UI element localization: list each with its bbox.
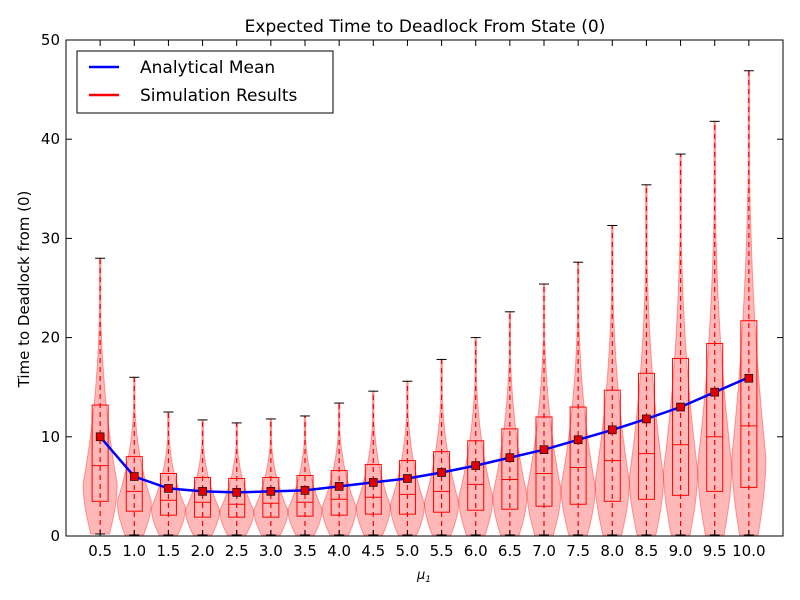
violin-quartile-box xyxy=(330,470,348,516)
y-axis-label: Time to Deadlock from (0) xyxy=(15,191,33,389)
simulation-mean-marker xyxy=(403,474,412,483)
x-tick-label: 5.0 xyxy=(395,542,419,560)
x-axis-label: μ1 xyxy=(416,568,431,585)
x-tick-label: 4.5 xyxy=(361,542,385,560)
simulation-mean-marker xyxy=(368,478,378,487)
y-tick-label: 50 xyxy=(41,31,60,49)
plot-area xyxy=(82,70,767,536)
x-tick-label: 1.5 xyxy=(156,542,180,560)
violin-quartile-box xyxy=(467,440,485,511)
legend: Analytical Mean Simulation Results xyxy=(76,50,334,114)
violin-quartile-box xyxy=(569,406,587,505)
simulation-mean-marker xyxy=(607,425,617,435)
simulation-mean-marker xyxy=(676,402,685,412)
x-tick-label: 3.0 xyxy=(259,542,283,560)
x-axis-label-symbol: μ xyxy=(416,568,425,583)
violin-quartile-box xyxy=(262,476,280,518)
simulation-mean-marker xyxy=(95,432,105,442)
simulation-mean-marker xyxy=(710,387,720,397)
violin-quartile-box xyxy=(637,372,655,500)
violin-quartile-box xyxy=(159,473,177,516)
simulation-mean-marker xyxy=(539,445,549,454)
violin-quartile-box xyxy=(125,456,143,512)
simulation-mean-marker xyxy=(642,414,651,424)
violin-quartile-box xyxy=(398,460,416,515)
simulation-mean-marker xyxy=(300,486,310,495)
x-tick-label: 8.0 xyxy=(600,542,624,560)
simulation-mean-marker xyxy=(471,461,481,470)
violin-quartile-box xyxy=(228,477,246,518)
simulation-mean-marker xyxy=(505,453,515,462)
y-tick-label: 20 xyxy=(41,329,60,347)
simulation-mean-marker xyxy=(573,435,583,445)
x-tick-label: 6.0 xyxy=(464,542,488,560)
violin-quartile-box xyxy=(740,320,758,488)
violin-quartile-box xyxy=(672,357,690,496)
x-tick-label: 4.0 xyxy=(327,542,351,560)
legend-box xyxy=(76,50,334,114)
x-tick-label: 9.5 xyxy=(703,542,727,560)
chart-title: Expected Time to Deadlock From State (0) xyxy=(245,17,606,37)
simulation-mean-marker xyxy=(744,373,754,383)
y-tick-label: 0 xyxy=(50,527,60,545)
violin-quartile-box xyxy=(364,464,382,515)
y-tick-label: 10 xyxy=(41,428,60,446)
simulation-mean-marker xyxy=(232,488,242,497)
violin-quartile-box xyxy=(706,343,724,492)
analytical-mean-line xyxy=(99,376,750,494)
violin-quartile-box xyxy=(501,428,519,510)
simulation-mean-marker xyxy=(437,468,446,477)
violin-body xyxy=(423,358,460,536)
x-tick-label: 5.5 xyxy=(430,542,454,560)
simulation-mean-marker xyxy=(334,482,344,491)
simulation-mean-marker xyxy=(164,484,173,493)
x-tick-label: 3.5 xyxy=(293,542,317,560)
x-tick-label: 6.5 xyxy=(498,542,522,560)
x-tick-label: 10.0 xyxy=(732,542,765,560)
x-tick-label: 7.0 xyxy=(532,542,556,560)
x-tick-label: 0.5 xyxy=(88,542,112,560)
x-axis-label-subscript: 1 xyxy=(425,575,431,585)
x-tick-label: 2.0 xyxy=(191,542,215,560)
legend-label-simulation-results: Simulation Results xyxy=(140,86,297,106)
x-tick-label: 1.0 xyxy=(122,542,146,560)
x-tick-label: 8.5 xyxy=(634,542,658,560)
violin-quartile-box xyxy=(603,389,621,502)
x-tick-label: 2.5 xyxy=(225,542,249,560)
x-axis: 0.5 1.0 1.5 2.0 2.5 3.0 3.5 4.0 4.5 5.0 5.5 6.0 6.5 7… xyxy=(88,40,766,560)
x-tick-label: 7.5 xyxy=(566,542,590,560)
simulation-mean-marker xyxy=(266,487,276,496)
simulation-mean-marker xyxy=(129,472,139,481)
x-tick-label: 9.0 xyxy=(669,542,693,560)
violin-quartile-box xyxy=(296,474,314,517)
y-tick-label: 40 xyxy=(41,130,60,148)
violin-quartile-box xyxy=(433,451,451,513)
violin-quartile-box xyxy=(535,416,553,507)
legend-label-analytical-mean: Analytical Mean xyxy=(140,58,275,78)
y-tick-label: 30 xyxy=(41,229,60,247)
violin-body xyxy=(731,70,767,536)
violin-quartile-box xyxy=(91,404,109,502)
simulation-mean-marker xyxy=(198,487,207,496)
plot-frame xyxy=(65,39,784,537)
violin-quartile-box xyxy=(194,476,212,518)
